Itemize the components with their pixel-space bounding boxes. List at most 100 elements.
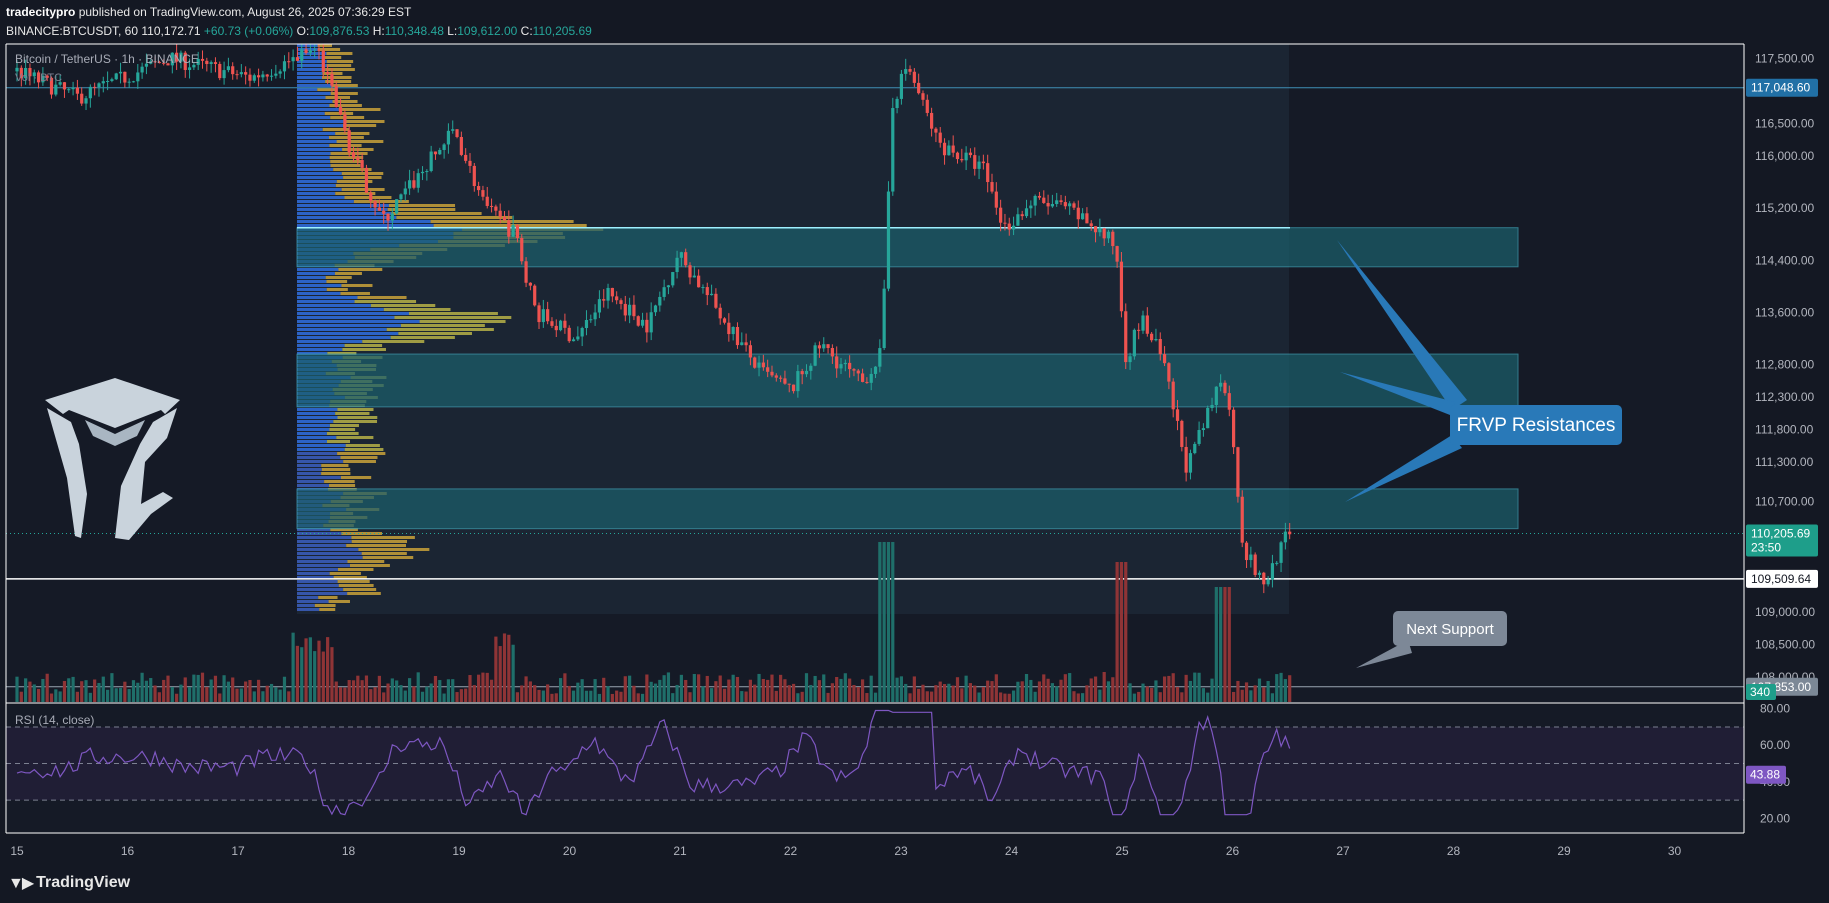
- time-axis[interactable]: 15 16 17 18 19 20 21 22 23 24 25 26 27 28 29 30: [10, 844, 1681, 858]
- volume-bar: [882, 542, 886, 702]
- candle-body: [1042, 197, 1046, 203]
- volume-bar: [261, 691, 265, 702]
- symbol-legend[interactable]: Bitcoin / TetherUS · 1h · BINANCE: [15, 52, 199, 66]
- price-axis[interactable]: 117,500.00 116,500.00 116,000.00 115,200.00…: [1755, 51, 1815, 697]
- volume-bar: [15, 676, 19, 702]
- candle-body: [520, 237, 524, 262]
- candle-body: [636, 316, 640, 326]
- volume-bar: [830, 683, 834, 702]
- candle-body: [481, 190, 485, 197]
- rsi-tag-text: 43.88: [1750, 768, 1780, 782]
- volume-bar: [1232, 691, 1236, 702]
- publisher-name[interactable]: tradecitypro: [6, 5, 76, 19]
- volume-bar: [934, 685, 938, 702]
- rsi-tag-bg: [1746, 765, 1786, 784]
- candle-body: [878, 348, 882, 367]
- profile-sell-bar: [338, 268, 383, 271]
- profile-buy-bar: [297, 136, 330, 139]
- candle-body: [334, 85, 338, 108]
- profile-buy-bar: [297, 276, 326, 279]
- volume-bar: [127, 689, 131, 702]
- volume-bar: [360, 680, 364, 702]
- candle-body: [93, 86, 97, 88]
- candle-body: [330, 73, 334, 86]
- volume-bar: [1111, 677, 1115, 702]
- profile-buy-bar: [297, 568, 338, 571]
- rsi-legend[interactable]: RSI (14, close): [15, 713, 94, 727]
- profile-sell-bar: [328, 600, 350, 603]
- profile-sell-bar: [329, 104, 362, 107]
- volume-bar: [118, 687, 123, 702]
- candle-body: [485, 196, 489, 206]
- candle-body: [1201, 428, 1206, 431]
- candle-body: [498, 210, 502, 217]
- volume-bar: [226, 681, 230, 702]
- candle-body: [658, 296, 662, 306]
- volume-bar: [930, 691, 934, 702]
- next-support-callout[interactable]: Next Support: [1356, 611, 1507, 668]
- resistance-zone: [296, 353, 1519, 408]
- frvp-resistances-callout[interactable]: FRVP Resistances: [1337, 240, 1622, 502]
- volume-bar: [580, 679, 584, 702]
- profile-sell-bar: [334, 272, 362, 275]
- volume-legend[interactable]: Vol · BTC: [15, 72, 62, 84]
- candle-body: [1128, 356, 1132, 363]
- volume-bar: [632, 685, 636, 702]
- volume-bar: [675, 684, 679, 702]
- profile-sell-bar: [362, 340, 425, 343]
- time-tick-label: 29: [1557, 844, 1571, 858]
- candle-body: [175, 52, 179, 62]
- time-tick-label: 21: [673, 844, 687, 858]
- volume-bar: [468, 675, 472, 702]
- candle-body: [265, 74, 269, 77]
- candle-body: [934, 128, 938, 133]
- volume-bar: [1037, 681, 1042, 702]
- candle-body: [606, 287, 610, 301]
- profile-sell-bar: [335, 184, 368, 187]
- candle-body: [459, 136, 463, 155]
- candle-body: [192, 64, 196, 68]
- volume-bar: [1119, 562, 1124, 702]
- candle-body: [291, 57, 295, 62]
- high-label: H:: [372, 24, 385, 38]
- candle-body: [640, 319, 645, 326]
- volume-bar: [1249, 690, 1253, 702]
- volume-bar: [338, 687, 343, 702]
- profile-sell-bar: [321, 464, 349, 467]
- volume-bar: [97, 682, 101, 702]
- candle-body: [662, 287, 666, 297]
- volume-bar: [1162, 676, 1167, 702]
- volume-tag-bg: [1746, 684, 1776, 700]
- volume-bar: [615, 690, 619, 702]
- profile-sell-bar: [394, 316, 512, 319]
- profile-sell-bar: [317, 48, 341, 51]
- volume-bar: [485, 672, 489, 702]
- time-tick-label: 24: [1005, 844, 1019, 858]
- volume-bar: [425, 686, 429, 702]
- candle-body: [144, 63, 149, 67]
- tradingview-brand[interactable]: ▼▶ TradingView: [8, 873, 130, 893]
- volume-bar: [1059, 679, 1063, 702]
- volume-bar: [753, 684, 757, 702]
- volume-bar: [606, 686, 610, 702]
- candle-body: [1240, 496, 1244, 543]
- profile-sell-bar: [332, 100, 358, 103]
- rsi-tick-label: 80.00: [1760, 702, 1790, 716]
- candle-body: [748, 345, 753, 358]
- candle-body: [830, 348, 834, 357]
- profile-buy-bar: [297, 560, 348, 563]
- volume-bar: [537, 689, 541, 702]
- price-labels: 117,048.60110,205.6923:50109,509.64107,8…: [1746, 78, 1818, 784]
- profile-sell-bar: [330, 160, 362, 163]
- volume-bar: [80, 681, 84, 702]
- volume-bar: [153, 685, 157, 702]
- candle-body: [32, 72, 36, 77]
- profile-sell-bar: [341, 284, 373, 287]
- candle-body: [256, 75, 261, 78]
- candle-body: [986, 163, 990, 183]
- candle-body: [1124, 311, 1128, 363]
- volume-bar: [403, 690, 407, 702]
- volume-bar: [692, 674, 696, 702]
